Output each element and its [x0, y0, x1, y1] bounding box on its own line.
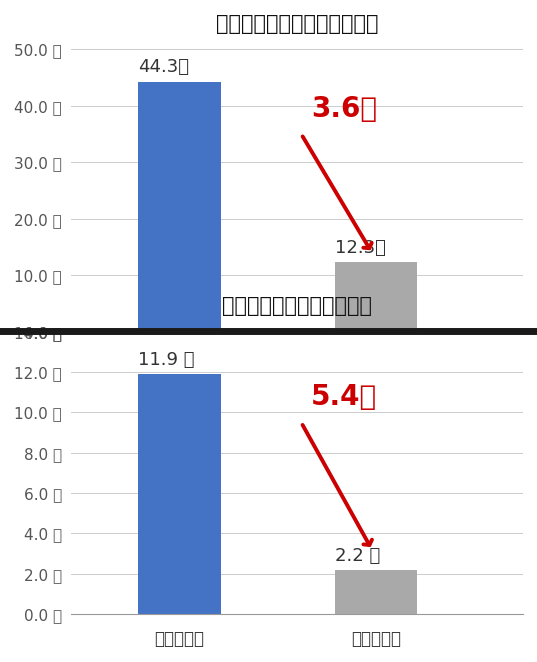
- Text: 5.4倍: 5.4倍: [311, 383, 377, 411]
- Text: 2.2 秒: 2.2 秒: [335, 547, 380, 565]
- Text: 12.3回: 12.3回: [335, 239, 386, 257]
- Bar: [335, 570, 417, 614]
- Bar: [138, 374, 221, 614]
- Text: 11.9 秒: 11.9 秒: [138, 351, 195, 369]
- Bar: [335, 262, 417, 332]
- Title: 視線滞留時間（秒／平均）: 視線滞留時間（秒／平均）: [222, 297, 372, 316]
- Text: 44.3回: 44.3回: [138, 58, 189, 76]
- Title: 視線滞留回数（回数／平均）: 視線滞留回数（回数／平均）: [216, 14, 379, 34]
- Bar: [138, 81, 221, 332]
- Text: 3.6倍: 3.6倍: [311, 95, 377, 122]
